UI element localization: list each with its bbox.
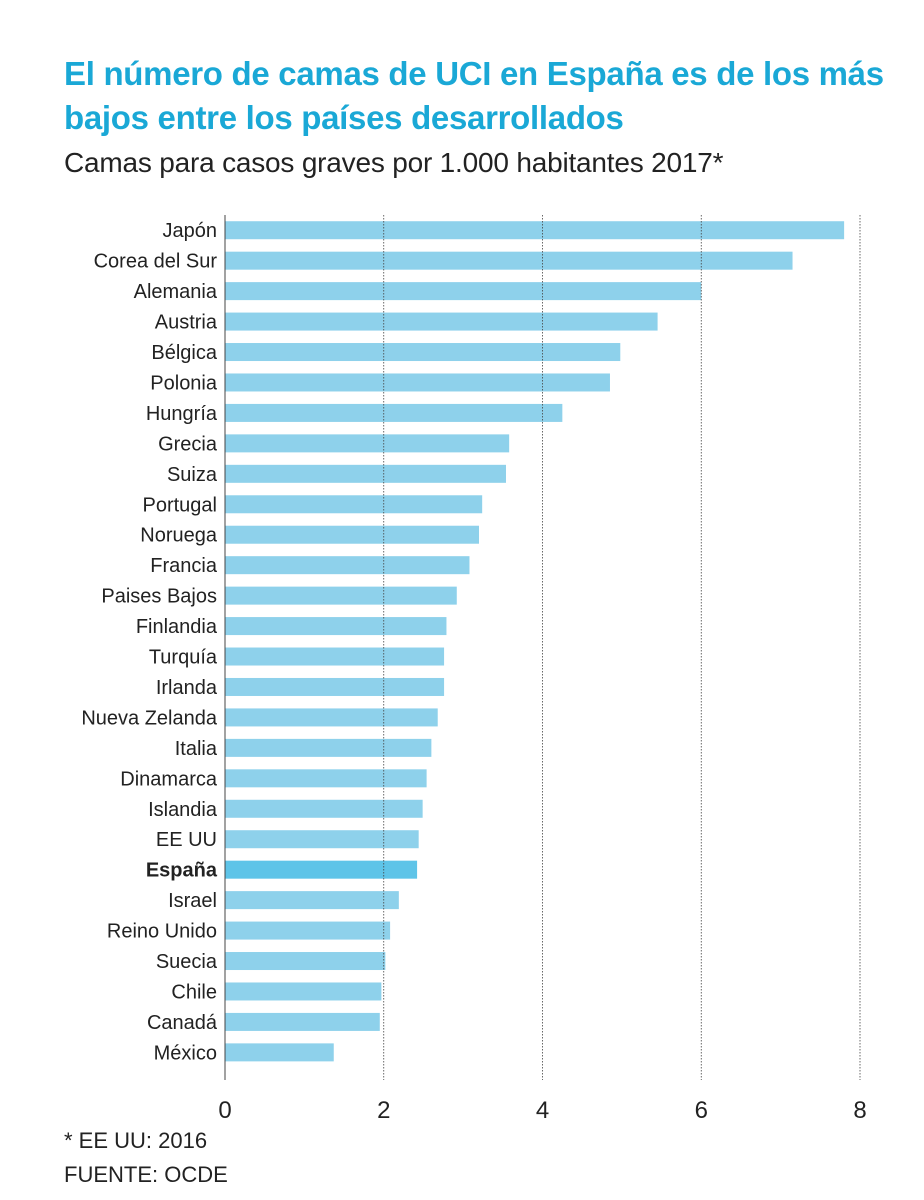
bar	[225, 799, 423, 818]
bar	[225, 586, 457, 605]
category-label: Suiza	[167, 464, 218, 486]
category-label: Austria	[155, 312, 218, 334]
category-label: Portugal	[143, 494, 218, 516]
bar	[225, 221, 845, 240]
category-label: Dinamarca	[120, 768, 218, 790]
bar	[225, 891, 399, 910]
chart-title: El número de camas de UCI en España es d…	[64, 55, 884, 136]
bar	[225, 251, 793, 270]
category-label: Irlanda	[156, 677, 218, 699]
category-label: Corea del Sur	[94, 251, 218, 273]
bar	[225, 434, 510, 453]
category-label: Francia	[150, 555, 218, 577]
bars	[225, 221, 845, 1062]
bar	[225, 708, 438, 727]
bar	[225, 617, 447, 636]
category-label: Israel	[168, 890, 217, 912]
category-label: Reino Unido	[107, 921, 217, 943]
bar	[225, 982, 382, 1001]
source-note: FUENTE: OCDE	[64, 1162, 228, 1187]
category-label: Bélgica	[151, 342, 217, 364]
bar	[225, 282, 702, 301]
category-label: Noruega	[140, 525, 218, 547]
category-label: México	[154, 1042, 217, 1064]
category-label: Turquía	[149, 647, 218, 669]
category-label: Canadá	[147, 1012, 218, 1034]
x-tick-labels: 0 2 4 6 8	[218, 1097, 866, 1120]
category-label: Japón	[163, 220, 218, 242]
footnote: * EE UU: 2016	[64, 1128, 208, 1153]
category-label: España	[146, 860, 218, 882]
category-label: EE UU	[156, 829, 217, 851]
category-label: Hungría	[146, 403, 218, 425]
category-label: Paises Bajos	[101, 586, 217, 608]
bar	[225, 343, 621, 362]
bar	[225, 556, 470, 575]
bar	[225, 677, 445, 696]
bar-highlight	[225, 860, 418, 879]
bar	[225, 921, 391, 940]
bar	[225, 830, 419, 849]
category-label: Chile	[171, 981, 217, 1003]
bar	[225, 1043, 334, 1062]
x-tick-label: 8	[853, 1097, 866, 1120]
category-label: Italia	[175, 738, 218, 760]
bar	[225, 464, 506, 483]
category-labels: Japón Corea del Sur Alemania Austria Bélgica…	[81, 220, 218, 1064]
gridlines	[224, 215, 861, 1080]
category-label: Suecia	[156, 951, 218, 973]
category-label: Islandia	[148, 799, 218, 821]
chart-subtitle: Camas para casos graves por 1.000 habita…	[64, 147, 724, 178]
x-tick-label: 6	[695, 1097, 708, 1120]
bar	[225, 373, 610, 392]
bar	[225, 495, 483, 514]
x-tick-label: 2	[377, 1097, 390, 1120]
bar-chart: Japón Corea del Sur Alemania Austria Bélgica…	[81, 215, 867, 1120]
category-label: Finlandia	[136, 616, 218, 638]
x-tick-label: 4	[536, 1097, 549, 1120]
category-label: Grecia	[158, 433, 218, 455]
bar	[225, 403, 563, 422]
category-label: Alemania	[134, 281, 218, 303]
bar	[225, 312, 658, 331]
category-label: Polonia	[150, 372, 218, 394]
bar	[225, 952, 386, 971]
bar	[225, 769, 427, 788]
bar	[225, 647, 445, 666]
bar	[225, 525, 479, 544]
bar	[225, 1012, 380, 1031]
category-label: Nueva Zelanda	[81, 707, 218, 729]
x-tick-label: 0	[218, 1097, 231, 1120]
bar	[225, 738, 432, 757]
